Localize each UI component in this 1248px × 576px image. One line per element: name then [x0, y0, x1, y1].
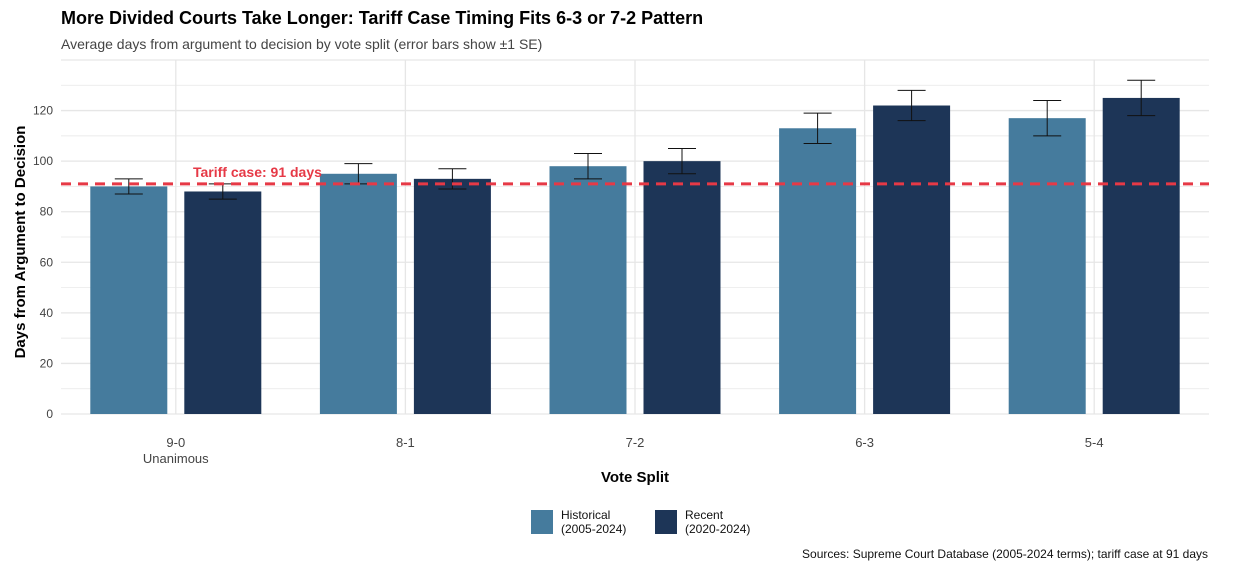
legend-label-recent: Recent (2020-2024) — [685, 508, 769, 536]
legend-swatch-recent — [655, 510, 677, 534]
legend-label-recent-line2: (2020-2024) — [685, 522, 769, 536]
bar-historical — [1009, 118, 1086, 414]
x-tick-label: 8-1 — [396, 435, 415, 450]
legend-label-recent-line1: Recent — [685, 508, 769, 522]
y-tick-label: 100 — [33, 154, 53, 168]
y-axis-title: Days from Argument to Decision — [12, 126, 29, 359]
legend-item-recent: Recent (2020-2024) — [655, 508, 769, 536]
y-tick-label: 20 — [40, 356, 54, 370]
reference-line-label: Tariff case: 91 days — [193, 164, 322, 180]
bar-historical — [550, 166, 627, 414]
bar-historical — [90, 186, 167, 414]
x-tick-label: 7-2 — [626, 435, 645, 450]
bar-recent — [414, 179, 491, 414]
y-tick-label: 40 — [40, 306, 54, 320]
y-tick-label: 120 — [33, 104, 53, 118]
legend-label-historical-line2: (2005-2024) — [561, 522, 645, 536]
y-tick-label: 60 — [40, 255, 54, 269]
bar-recent — [184, 191, 261, 414]
x-tick-label: 9-0 Unanimous — [143, 435, 209, 466]
x-tick-label: 6-3 — [855, 435, 874, 450]
x-tick-label: 5-4 — [1085, 435, 1104, 450]
bar-recent — [873, 106, 950, 414]
legend-label-historical-line1: Historical — [561, 508, 645, 522]
y-tick-label: 0 — [46, 407, 53, 421]
legend-label-historical: Historical (2005-2024) — [561, 508, 645, 536]
x-axis-title: Vote Split — [601, 469, 669, 486]
bar-recent — [644, 161, 721, 414]
bar-recent — [1103, 98, 1180, 414]
bar-chart: 0 20 40 60 80 100 120 Tariff case: 91 days 9-0 Un… — [0, 0, 1248, 576]
y-tick-label: 80 — [40, 205, 54, 219]
legend: Historical (2005-2024) Recent (2020-2024… — [531, 508, 769, 536]
bar-historical — [320, 174, 397, 414]
legend-swatch-historical — [531, 510, 553, 534]
bar-historical — [779, 128, 856, 414]
legend-item-historical: Historical (2005-2024) — [531, 508, 645, 536]
chart-caption: Sources: Supreme Court Database (2005-20… — [802, 547, 1208, 561]
